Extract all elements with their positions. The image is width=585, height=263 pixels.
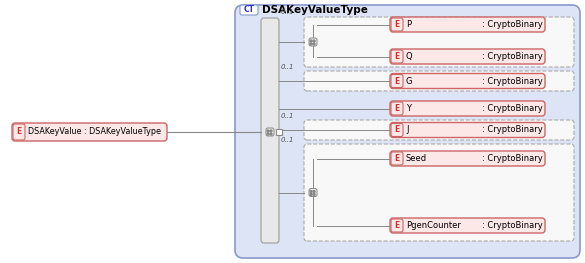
- Text: G: G: [406, 77, 412, 85]
- FancyBboxPatch shape: [390, 218, 545, 233]
- Text: E: E: [394, 154, 400, 163]
- Text: Seed: Seed: [406, 154, 427, 163]
- FancyBboxPatch shape: [390, 73, 545, 89]
- FancyBboxPatch shape: [304, 120, 574, 140]
- Text: Y: Y: [406, 104, 411, 113]
- Text: CT: CT: [243, 6, 254, 14]
- Text: J: J: [406, 125, 408, 134]
- FancyBboxPatch shape: [390, 101, 545, 116]
- Circle shape: [310, 43, 312, 45]
- Text: DSAKeyValueType: DSAKeyValueType: [262, 5, 368, 15]
- FancyBboxPatch shape: [304, 17, 574, 67]
- Text: 0..1: 0..1: [281, 9, 294, 15]
- FancyBboxPatch shape: [391, 152, 403, 165]
- FancyBboxPatch shape: [391, 219, 403, 232]
- Text: E: E: [394, 125, 400, 134]
- FancyBboxPatch shape: [391, 50, 403, 63]
- Text: : CryptoBinary: : CryptoBinary: [482, 125, 543, 134]
- FancyBboxPatch shape: [13, 124, 25, 140]
- Text: E: E: [394, 52, 400, 61]
- Text: E: E: [16, 128, 22, 136]
- FancyBboxPatch shape: [390, 151, 545, 166]
- Text: 0..1: 0..1: [281, 137, 294, 143]
- Text: : CryptoBinary: : CryptoBinary: [482, 221, 543, 230]
- FancyBboxPatch shape: [391, 18, 403, 31]
- Circle shape: [267, 130, 269, 132]
- Text: E: E: [394, 77, 400, 85]
- Circle shape: [313, 43, 315, 45]
- FancyBboxPatch shape: [266, 128, 274, 136]
- Circle shape: [313, 194, 315, 195]
- Circle shape: [313, 40, 315, 42]
- FancyBboxPatch shape: [261, 18, 279, 243]
- FancyBboxPatch shape: [390, 49, 545, 64]
- FancyBboxPatch shape: [309, 189, 317, 196]
- Text: E: E: [394, 20, 400, 29]
- Text: PgenCounter: PgenCounter: [406, 221, 461, 230]
- FancyBboxPatch shape: [304, 144, 574, 241]
- Circle shape: [267, 133, 269, 135]
- Circle shape: [310, 190, 312, 193]
- Text: : CryptoBinary: : CryptoBinary: [482, 52, 543, 61]
- Circle shape: [310, 40, 312, 42]
- FancyBboxPatch shape: [240, 5, 258, 15]
- FancyBboxPatch shape: [391, 124, 403, 136]
- FancyBboxPatch shape: [235, 5, 580, 258]
- Text: : CryptoBinary: : CryptoBinary: [482, 20, 543, 29]
- Circle shape: [313, 190, 315, 193]
- Circle shape: [270, 130, 272, 132]
- Text: : CryptoBinary: : CryptoBinary: [482, 154, 543, 163]
- Text: : CryptoBinary: : CryptoBinary: [482, 77, 543, 85]
- Text: Q: Q: [406, 52, 412, 61]
- Circle shape: [310, 194, 312, 195]
- Circle shape: [270, 133, 272, 135]
- Text: : CryptoBinary: : CryptoBinary: [482, 104, 543, 113]
- FancyBboxPatch shape: [390, 123, 545, 138]
- FancyBboxPatch shape: [309, 38, 317, 46]
- Text: DSAKeyValue : DSAKeyValueType: DSAKeyValue : DSAKeyValueType: [28, 128, 161, 136]
- Text: E: E: [394, 104, 400, 113]
- Text: 0..1: 0..1: [281, 64, 294, 70]
- Bar: [276, 129, 282, 135]
- Text: E: E: [394, 221, 400, 230]
- Text: 0..1: 0..1: [281, 113, 294, 119]
- FancyBboxPatch shape: [391, 74, 403, 88]
- FancyBboxPatch shape: [391, 102, 403, 115]
- FancyBboxPatch shape: [12, 123, 167, 141]
- FancyBboxPatch shape: [304, 71, 574, 91]
- FancyBboxPatch shape: [390, 17, 545, 32]
- Text: P: P: [406, 20, 411, 29]
